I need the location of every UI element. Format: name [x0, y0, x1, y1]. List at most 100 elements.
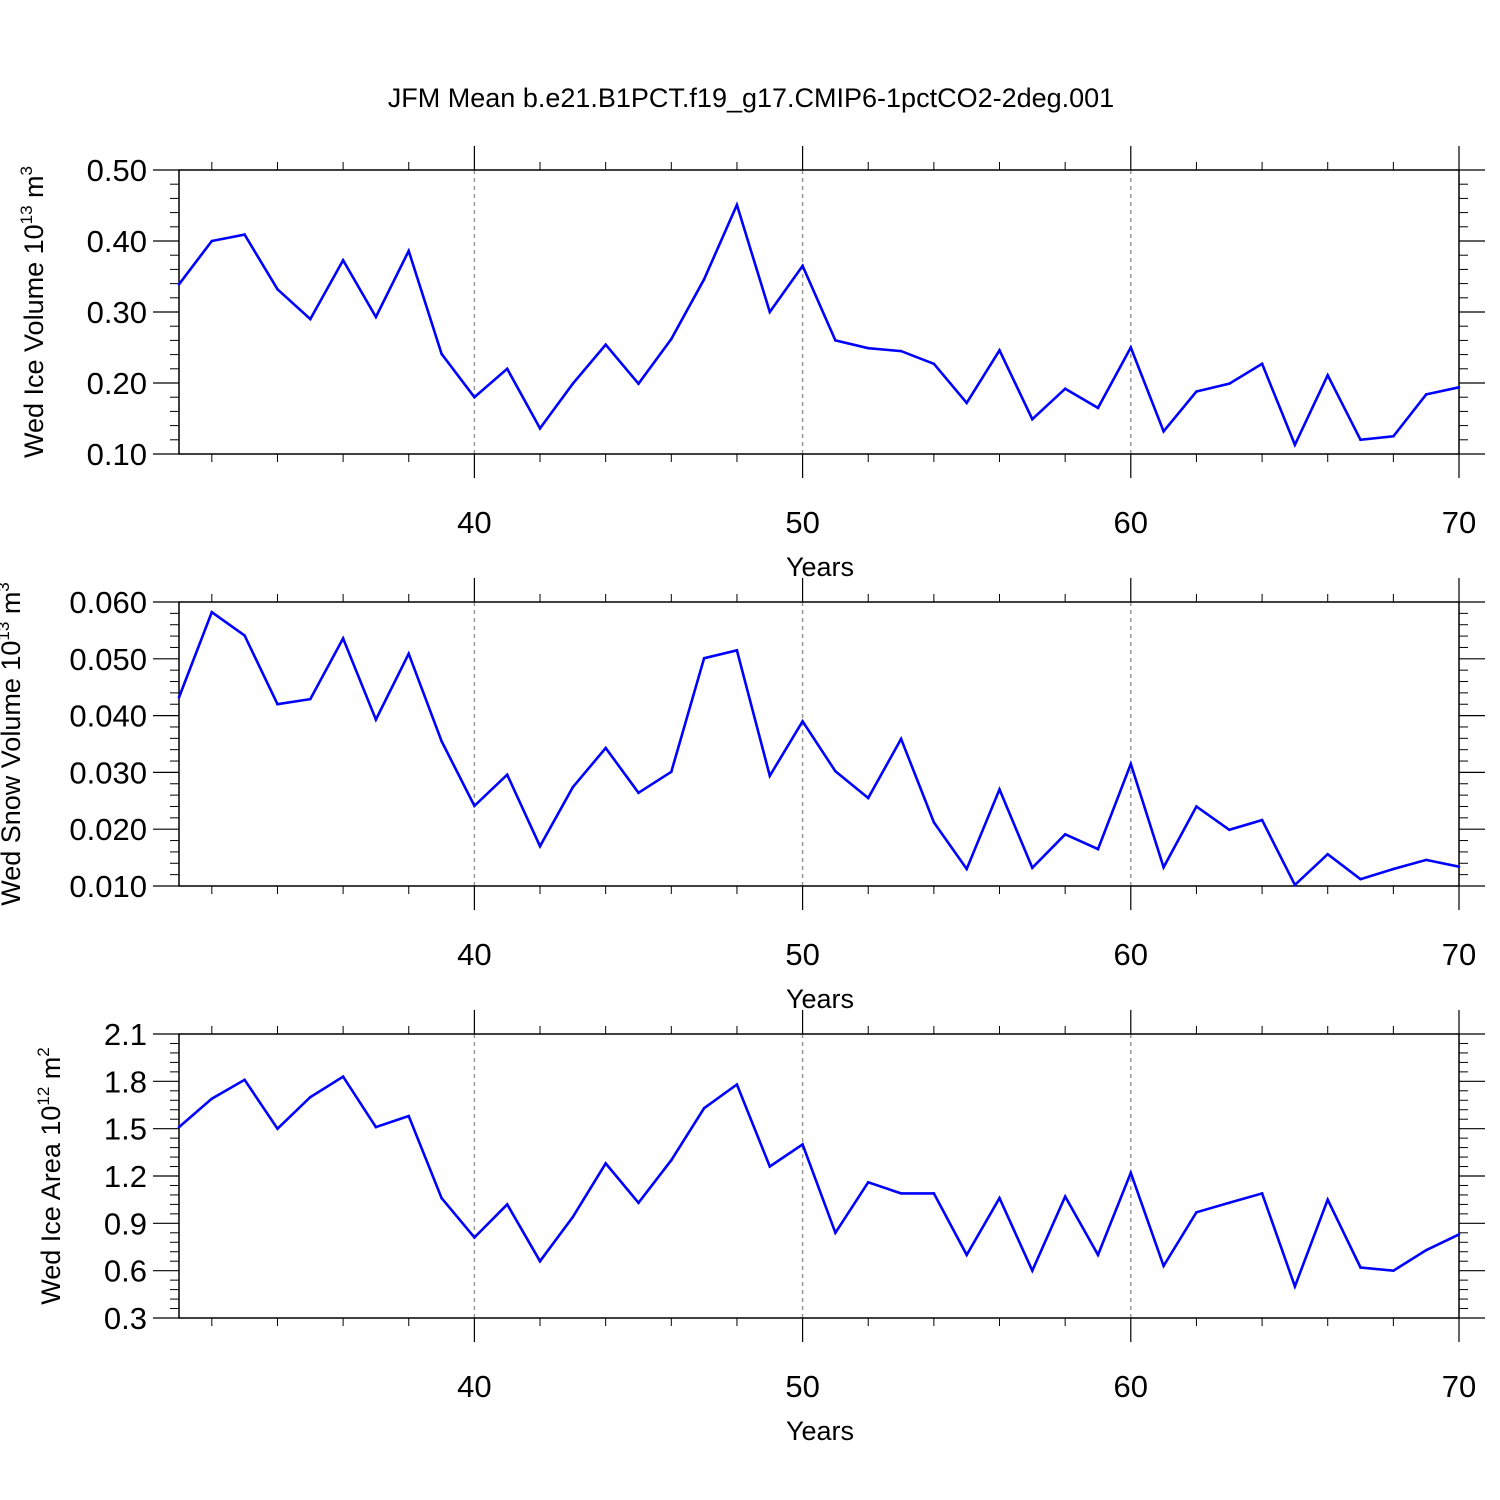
y-axis-label: Wed Ice Volume 1013 m3	[17, 166, 49, 458]
data-point	[899, 1192, 903, 1195]
y-axis-label-part: 2	[34, 1047, 53, 1056]
data-point	[1457, 385, 1461, 389]
y-tick-label: 2.1	[104, 1017, 147, 1052]
data-point	[1260, 362, 1264, 366]
data-point	[670, 1158, 673, 1162]
y-axis-label-part: Wed Snow Volume 10	[0, 641, 26, 906]
data-point	[1096, 847, 1100, 851]
data-point	[1326, 373, 1330, 377]
data-point	[1457, 865, 1461, 868]
data-point	[1162, 1264, 1165, 1268]
y-tick-label: 0.10	[87, 437, 147, 472]
y-tick-label: 0.20	[87, 366, 147, 401]
data-point	[210, 1097, 214, 1100]
data-point	[1162, 865, 1165, 869]
y-axis-label-part: m	[0, 592, 26, 622]
data-point	[1195, 805, 1198, 808]
data-point	[1096, 1253, 1100, 1257]
data-point	[834, 1231, 837, 1235]
data-point	[243, 1078, 246, 1082]
data-point	[407, 249, 411, 253]
plot-frame	[178, 601, 1460, 887]
data-point	[932, 362, 936, 366]
x-tick-label: 40	[457, 1369, 491, 1404]
y-tick-label: 0.40	[87, 224, 147, 259]
x-tick-label: 50	[785, 1369, 819, 1404]
data-point	[308, 697, 312, 701]
y-axis-label-part: 13	[17, 205, 36, 224]
data-point	[1129, 1171, 1133, 1175]
data-point	[538, 427, 542, 430]
y-tick-label: 0.6	[104, 1254, 147, 1289]
data-point	[768, 774, 772, 778]
x-axis-label: Years	[786, 984, 854, 1014]
data-point	[1227, 828, 1231, 832]
data-point	[866, 1181, 870, 1184]
y-tick-label: 1.5	[104, 1112, 147, 1147]
data-point	[1227, 382, 1231, 386]
y-tick-label: 0.9	[104, 1206, 147, 1241]
x-tick-label: 70	[1442, 505, 1476, 540]
data-point	[276, 1127, 279, 1130]
data-point	[1227, 1201, 1231, 1205]
data-point	[801, 719, 804, 723]
data-point	[932, 821, 936, 824]
data-point	[998, 1196, 1001, 1200]
data-point	[998, 349, 1001, 352]
data-point	[1392, 1269, 1395, 1272]
x-tick-label: 60	[1114, 1369, 1148, 1404]
y-axis-label-part: m	[19, 175, 49, 205]
data-point	[374, 718, 378, 721]
data-point	[505, 367, 509, 371]
data-point	[210, 239, 214, 243]
data-point	[637, 382, 640, 386]
y-axis-label: Wed Snow Volume 1013 m3	[0, 582, 26, 906]
data-point	[1326, 1198, 1330, 1201]
y-tick-label: 0.3	[104, 1301, 147, 1336]
data-point	[866, 346, 870, 350]
data-point	[440, 739, 443, 743]
y-tick-label: 1.8	[104, 1064, 147, 1099]
x-tick-label: 60	[1114, 937, 1148, 972]
x-tick-label: 70	[1442, 1369, 1476, 1404]
data-point	[505, 1203, 509, 1206]
y-axis-label-part: Wed Ice Area 10	[36, 1106, 66, 1305]
data-point	[1457, 1233, 1461, 1236]
data-point	[374, 315, 378, 319]
panel-2: 0.010 0.020 0.030 0.040 0.050 0.060 40 50 60 70 Ye…	[0, 578, 1485, 1014]
data-point	[637, 1201, 640, 1205]
data-point	[735, 203, 739, 207]
data-point	[538, 1259, 542, 1263]
data-point	[341, 637, 345, 640]
y-axis-label-part: 3	[17, 166, 36, 175]
data-point	[604, 1162, 607, 1165]
data-point	[177, 1125, 181, 1129]
data-point	[473, 804, 476, 808]
data-point	[1424, 393, 1428, 396]
data-point	[702, 278, 706, 281]
data-point	[1063, 833, 1067, 836]
data-point	[965, 1253, 968, 1257]
y-axis-label-part: m	[36, 1057, 66, 1087]
data-point	[374, 1125, 378, 1129]
y-axis-label-part: 13	[0, 622, 13, 641]
y-tick-label: 0.030	[69, 755, 147, 790]
data-point	[1359, 438, 1362, 442]
data-point	[735, 648, 739, 652]
data-point	[473, 395, 476, 399]
data-point	[1260, 818, 1264, 822]
data-point	[473, 1236, 476, 1239]
data-point	[735, 1083, 739, 1086]
data-point	[1392, 867, 1395, 871]
data-point	[932, 1192, 936, 1195]
data-point	[1162, 429, 1165, 433]
x-tick-label: 70	[1442, 937, 1476, 972]
data-point	[899, 737, 903, 741]
data-point	[768, 310, 772, 314]
panel-3: 0.3 0.6 0.9 1.2 1.5 1.8 2.1 40 50 60 70 Years Wed Ic…	[34, 1010, 1485, 1446]
plot-frame	[178, 1033, 1460, 1319]
data-point	[1326, 852, 1330, 856]
data-point	[834, 339, 837, 342]
data-point	[998, 788, 1001, 791]
plot-frame	[178, 169, 1460, 455]
